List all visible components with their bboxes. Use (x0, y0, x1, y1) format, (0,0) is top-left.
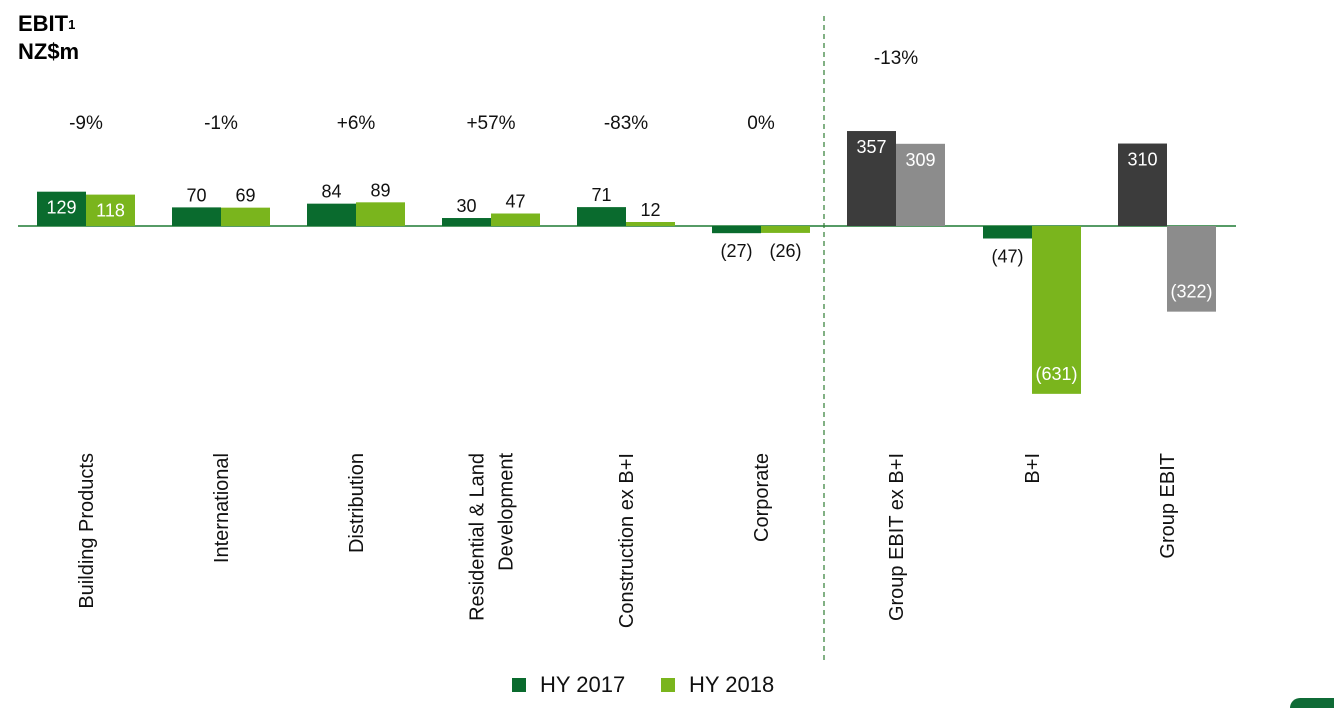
bar-hy2017-6 (847, 131, 896, 226)
legend-label-hy2018: HY 2018 (689, 672, 775, 697)
bar-hy2017-4 (577, 207, 626, 226)
data-label-hy2018-2: 89 (370, 180, 390, 200)
bar-hy2018-6 (896, 143, 945, 226)
bar-hy2018-3 (491, 213, 540, 226)
data-label-hy2017-1: 70 (186, 185, 206, 205)
data-label-hy2018-8: (322) (1170, 282, 1212, 302)
data-label-hy2018-0: 118 (96, 201, 125, 221)
legend-label-hy2017: HY 2017 (540, 672, 626, 697)
change-label-3: +57% (466, 113, 515, 134)
bar-hy2017-8 (1118, 143, 1167, 226)
legend-swatch-hy2017 (512, 678, 526, 692)
category-label-4: Construction ex B+I (616, 453, 638, 628)
data-label-hy2017-5: (27) (720, 241, 752, 261)
change-label-6: -13% (874, 48, 918, 69)
corner-brand-mark (1290, 698, 1334, 708)
data-label-hy2017-8: 310 (1127, 150, 1157, 170)
category-label-5: Corporate (751, 453, 773, 542)
data-label-hy2018-6: 309 (905, 150, 935, 170)
title-ebit: EBIT (18, 11, 69, 36)
change-label-5: 0% (747, 113, 775, 134)
legend-item-hy2018: HY 2018 (661, 672, 774, 698)
bar-hy2018-0 (86, 194, 135, 226)
legend: HY 2017 HY 2018 (0, 672, 1334, 700)
change-label-4: -83% (604, 113, 648, 134)
category-label-8: Group EBIT (1157, 453, 1179, 559)
change-label-1: -1% (204, 113, 238, 134)
data-label-hy2018-7: (631) (1035, 364, 1077, 384)
category-label-3-1: Development (496, 453, 518, 571)
data-label-hy2017-4: 71 (591, 185, 611, 205)
category-label-0: Building Products (76, 453, 98, 609)
data-label-hy2017-7: (47) (991, 247, 1023, 267)
data-label-hy2018-4: 12 (640, 200, 660, 220)
change-label-2: +6% (337, 113, 376, 134)
category-label-6: Group EBIT ex B+I (886, 453, 908, 621)
bar-hy2017-2 (307, 203, 356, 226)
data-label-hy2017-3: 30 (456, 196, 476, 216)
bar-hy2017-7 (983, 226, 1032, 239)
legend-swatch-hy2018 (661, 678, 675, 692)
bar-hy2018-4 (626, 222, 675, 226)
title-unit: NZ$m (18, 39, 80, 64)
category-label-1: International (211, 453, 233, 563)
title-footnote: 1 (68, 17, 76, 32)
bar-hy2018-5 (761, 226, 810, 233)
category-label-7: B+I (1022, 453, 1044, 484)
data-label-hy2018-1: 69 (235, 186, 255, 206)
data-label-hy2018-3: 47 (505, 191, 525, 211)
bar-hy2017-1 (172, 207, 221, 226)
change-label-0: -9% (69, 113, 103, 134)
data-label-hy2018-5: (26) (769, 241, 801, 261)
chart-title: EBIT1 NZ$m (18, 10, 79, 66)
bar-hy2017-3 (442, 218, 491, 226)
bar-hy2017-0 (37, 191, 86, 226)
data-label-hy2017-2: 84 (321, 182, 341, 202)
data-label-hy2017-0: 129 (46, 198, 76, 218)
bar-hy2018-8 (1167, 226, 1216, 312)
category-label-2: Distribution (346, 453, 368, 553)
bar-hy2018-7 (1032, 226, 1081, 394)
bar-hy2017-5 (712, 226, 761, 234)
bar-hy2018-2 (356, 202, 405, 226)
category-label-3-0: Residential & Land (467, 453, 489, 621)
legend-item-hy2017: HY 2017 (512, 672, 625, 698)
data-label-hy2017-6: 357 (856, 137, 886, 157)
bar-hy2018-1 (221, 207, 270, 226)
